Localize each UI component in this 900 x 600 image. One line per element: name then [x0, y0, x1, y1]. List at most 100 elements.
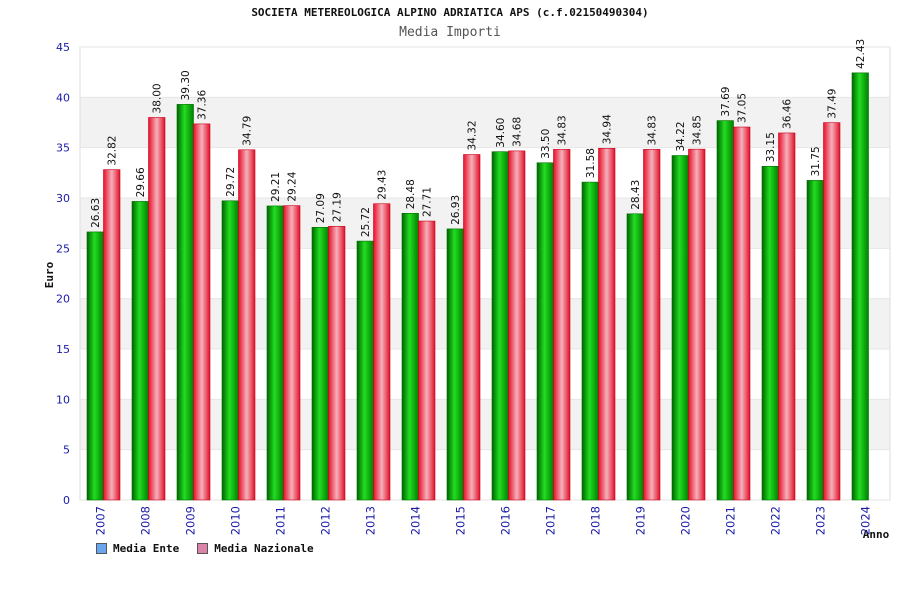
x-tick-label: 2014 — [409, 506, 423, 535]
data-label: 39.30 — [180, 70, 192, 100]
y-tick-label: 15 — [56, 343, 70, 356]
media-nazionale-bar — [238, 149, 256, 501]
x-tick-label: 2007 — [94, 506, 108, 535]
data-label: 27.09 — [315, 193, 327, 223]
media-nazionale-bar — [778, 132, 796, 501]
data-label: 34.60 — [495, 118, 507, 148]
y-tick-label: 30 — [56, 192, 70, 205]
x-tick-label: 2016 — [499, 506, 513, 535]
media-nazionale-bar — [823, 122, 841, 501]
media-nazionale-bar — [643, 149, 661, 501]
x-tick-label: 2010 — [229, 506, 243, 535]
data-label: 29.66 — [135, 167, 147, 197]
data-label: 28.43 — [630, 180, 642, 210]
media-ente-bar — [536, 162, 554, 501]
media-ente-bar — [86, 231, 104, 501]
data-label: 27.19 — [332, 192, 344, 222]
y-tick-label: 20 — [56, 293, 70, 306]
media-nazionale-bar — [283, 205, 301, 501]
media-ente-bar — [266, 205, 284, 501]
media-ente-bar — [176, 104, 194, 501]
x-tick-label: 2009 — [184, 506, 198, 535]
data-label: 26.93 — [450, 195, 462, 225]
data-label: 37.69 — [720, 87, 732, 117]
media-nazionale-bar — [508, 150, 526, 501]
data-label: 34.32 — [467, 120, 479, 150]
x-tick-label: 2023 — [814, 506, 828, 535]
media-ente-bar — [446, 228, 464, 501]
data-label: 34.79 — [242, 116, 254, 146]
x-tick-label: 2013 — [364, 506, 378, 535]
data-label: 34.94 — [602, 114, 614, 144]
media-nazionale-bar — [193, 123, 211, 501]
data-label: 37.49 — [827, 89, 839, 119]
data-label: 34.68 — [512, 117, 524, 147]
y-axis-label: Euro — [43, 261, 56, 288]
data-label: 25.72 — [360, 207, 372, 237]
data-label: 33.15 — [765, 132, 777, 162]
data-label: 26.63 — [90, 198, 102, 228]
media-nazionale-bar — [103, 169, 121, 501]
data-label: 34.22 — [675, 121, 687, 151]
y-tick-label: 5 — [63, 444, 70, 457]
media-nazionale-bar — [148, 117, 166, 501]
legend-swatch-media-ente — [96, 543, 107, 554]
legend-item-media-nazionale: Media Nazionale — [197, 542, 314, 555]
data-label: 36.46 — [782, 99, 794, 129]
data-label: 34.85 — [692, 115, 704, 145]
x-tick-label: 2024 — [859, 506, 873, 535]
data-label: 42.43 — [855, 39, 867, 69]
data-label: 29.43 — [377, 170, 389, 200]
chart-subtitle: Media Importi — [399, 25, 501, 40]
grid-band — [80, 298, 890, 349]
media-nazionale-bar — [373, 203, 391, 501]
media-ente-bar — [761, 165, 779, 501]
data-label: 33.50 — [540, 129, 552, 159]
data-label: 29.72 — [225, 167, 237, 197]
data-label: 28.48 — [405, 179, 417, 209]
media-ente-bar — [356, 240, 374, 501]
media-ente-bar — [581, 181, 599, 501]
media-ente-bar — [491, 151, 509, 501]
grid-band — [80, 198, 890, 249]
media-ente-bar — [311, 226, 329, 501]
data-label: 32.82 — [107, 136, 119, 166]
data-label: 29.21 — [270, 172, 282, 202]
media-ente-bar — [851, 72, 869, 501]
x-tick-label: 2011 — [274, 506, 288, 535]
media-ente-bar — [626, 213, 644, 501]
x-tick-label: 2019 — [634, 506, 648, 535]
legend-label-media-nazionale: Media Nazionale — [214, 542, 314, 555]
media-ente-bar — [671, 155, 689, 501]
media-nazionale-bar — [328, 225, 346, 501]
media-ente-bar — [806, 180, 824, 501]
y-tick-label: 0 — [63, 494, 70, 507]
media-nazionale-bar — [733, 126, 751, 501]
x-tick-label: 2015 — [454, 506, 468, 535]
media-nazionale-bar — [598, 147, 616, 501]
media-nazionale-bar — [463, 154, 481, 501]
legend-swatch-media-nazionale — [197, 543, 209, 554]
data-label: 34.83 — [557, 115, 569, 145]
x-tick-label: 2022 — [769, 506, 783, 535]
legend-item-media-ente: Media Ente — [96, 542, 179, 555]
media-nazionale-bar — [418, 220, 436, 501]
media-nazionale-bar — [553, 149, 571, 501]
y-tick-label: 10 — [56, 393, 70, 406]
grid-band — [80, 399, 890, 450]
chart-title: SOCIETA METEREOLOGICA ALPINO ADRIATICA A… — [251, 6, 649, 19]
y-tick-label: 45 — [56, 41, 70, 54]
chart-legend: Media Ente Media Nazionale — [96, 542, 314, 555]
data-label: 31.58 — [585, 148, 597, 178]
media-ente-bar — [131, 201, 149, 501]
media-ente-bar — [401, 213, 419, 501]
x-tick-label: 2017 — [544, 506, 558, 535]
data-label: 37.36 — [197, 90, 209, 120]
media-ente-bar — [221, 200, 239, 501]
x-tick-label: 2018 — [589, 506, 603, 535]
y-tick-label: 40 — [56, 91, 70, 104]
data-label: 34.83 — [647, 115, 659, 145]
x-tick-label: 2012 — [319, 506, 333, 535]
x-tick-label: 2021 — [724, 506, 738, 535]
